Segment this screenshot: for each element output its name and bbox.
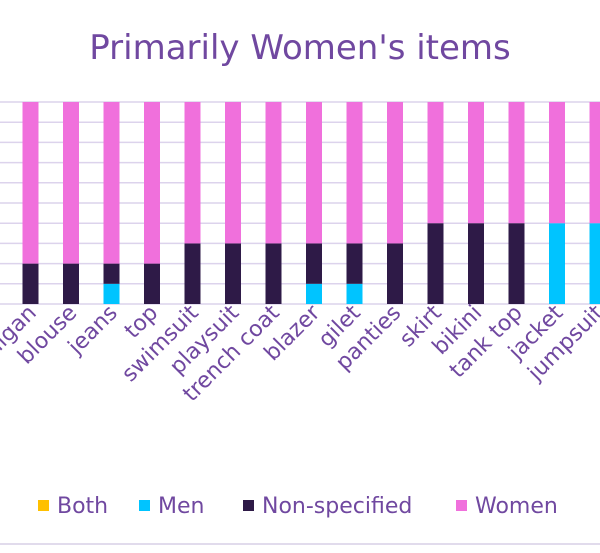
bar-segment xyxy=(387,243,403,304)
bar-segment xyxy=(428,223,444,304)
legend-label: Non-specified xyxy=(262,494,412,519)
bar-segment xyxy=(347,284,363,304)
bar-segment xyxy=(104,284,120,304)
bar-segment xyxy=(266,243,282,304)
bar-segment xyxy=(63,102,79,264)
bar-segment xyxy=(144,264,160,304)
bar-segment xyxy=(185,102,201,243)
bar-segment xyxy=(306,284,322,304)
chart-title: Primarily Women's items xyxy=(89,28,511,68)
bar-segment xyxy=(225,243,241,304)
bar-segment xyxy=(185,243,201,304)
legend-label: Women xyxy=(475,494,558,519)
legend-swatch xyxy=(456,500,467,511)
bar-segment xyxy=(549,223,565,304)
bar-segment xyxy=(104,102,120,264)
bar-segment xyxy=(23,102,39,264)
legend-swatch xyxy=(139,500,150,511)
bar-segment xyxy=(306,102,322,243)
bar-segment xyxy=(590,223,600,304)
bar-segment xyxy=(428,102,444,223)
legend-swatch xyxy=(243,500,254,511)
legend-label: Men xyxy=(158,494,204,519)
bar-segment xyxy=(468,223,484,304)
bar-segment xyxy=(590,102,600,223)
bar-segment xyxy=(509,223,525,304)
bar-segment xyxy=(468,102,484,223)
bar-segment xyxy=(549,102,565,223)
bar-segment xyxy=(509,102,525,223)
bar-segment xyxy=(225,102,241,243)
bar-segment xyxy=(266,102,282,243)
legend-swatch xyxy=(38,500,49,511)
bar-segment xyxy=(144,102,160,264)
bar-segment xyxy=(387,102,403,243)
bar-segment xyxy=(23,264,39,304)
bar-segment xyxy=(63,264,79,304)
legend-label: Both xyxy=(57,494,108,519)
bar-segment xyxy=(347,243,363,283)
bar-segment xyxy=(347,102,363,243)
bar-segment xyxy=(104,264,120,284)
bar-segment xyxy=(306,243,322,283)
